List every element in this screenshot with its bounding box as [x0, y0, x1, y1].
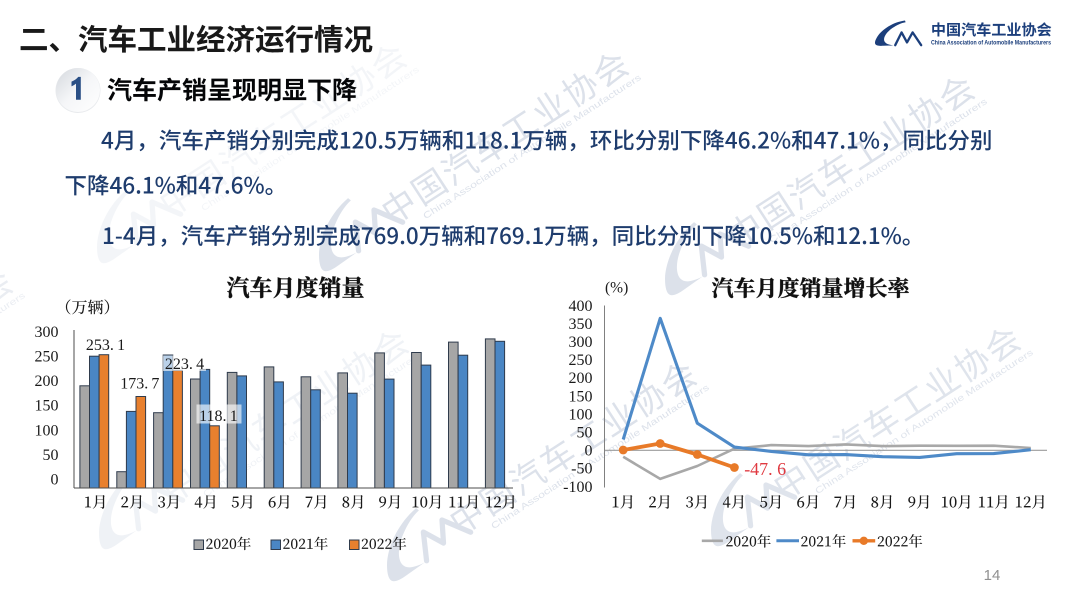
svg-text:50: 50	[577, 425, 593, 442]
svg-text:223. 4: 223. 4	[165, 356, 204, 373]
svg-text:253. 1: 253. 1	[86, 337, 125, 354]
svg-text:(%): (%)	[605, 280, 628, 297]
svg-text:100: 100	[569, 406, 593, 423]
svg-text:-47. 6: -47. 6	[744, 459, 786, 479]
svg-text:100: 100	[35, 422, 59, 439]
svg-text:250: 250	[35, 349, 59, 366]
svg-text:14: 14	[984, 567, 1001, 584]
svg-text:250: 250	[569, 352, 593, 369]
svg-text:173. 7: 173. 7	[120, 376, 159, 393]
svg-text:300: 300	[35, 324, 59, 341]
svg-text:350: 350	[569, 316, 593, 333]
svg-text:118. 1: 118. 1	[199, 408, 238, 425]
svg-text:200: 200	[35, 373, 59, 390]
svg-text:200: 200	[569, 370, 593, 387]
svg-text:150: 150	[569, 388, 593, 405]
svg-text:0: 0	[585, 443, 593, 460]
svg-text:China Association of Automobil: China Association of Automobile Manufact…	[931, 39, 1051, 46]
svg-text:-100: -100	[563, 479, 592, 496]
svg-text:150: 150	[35, 398, 59, 415]
svg-text:0: 0	[51, 472, 59, 489]
svg-text:50: 50	[43, 447, 59, 464]
svg-text:-50: -50	[571, 461, 592, 478]
svg-text:300: 300	[569, 334, 593, 351]
svg-text:400: 400	[569, 298, 593, 315]
